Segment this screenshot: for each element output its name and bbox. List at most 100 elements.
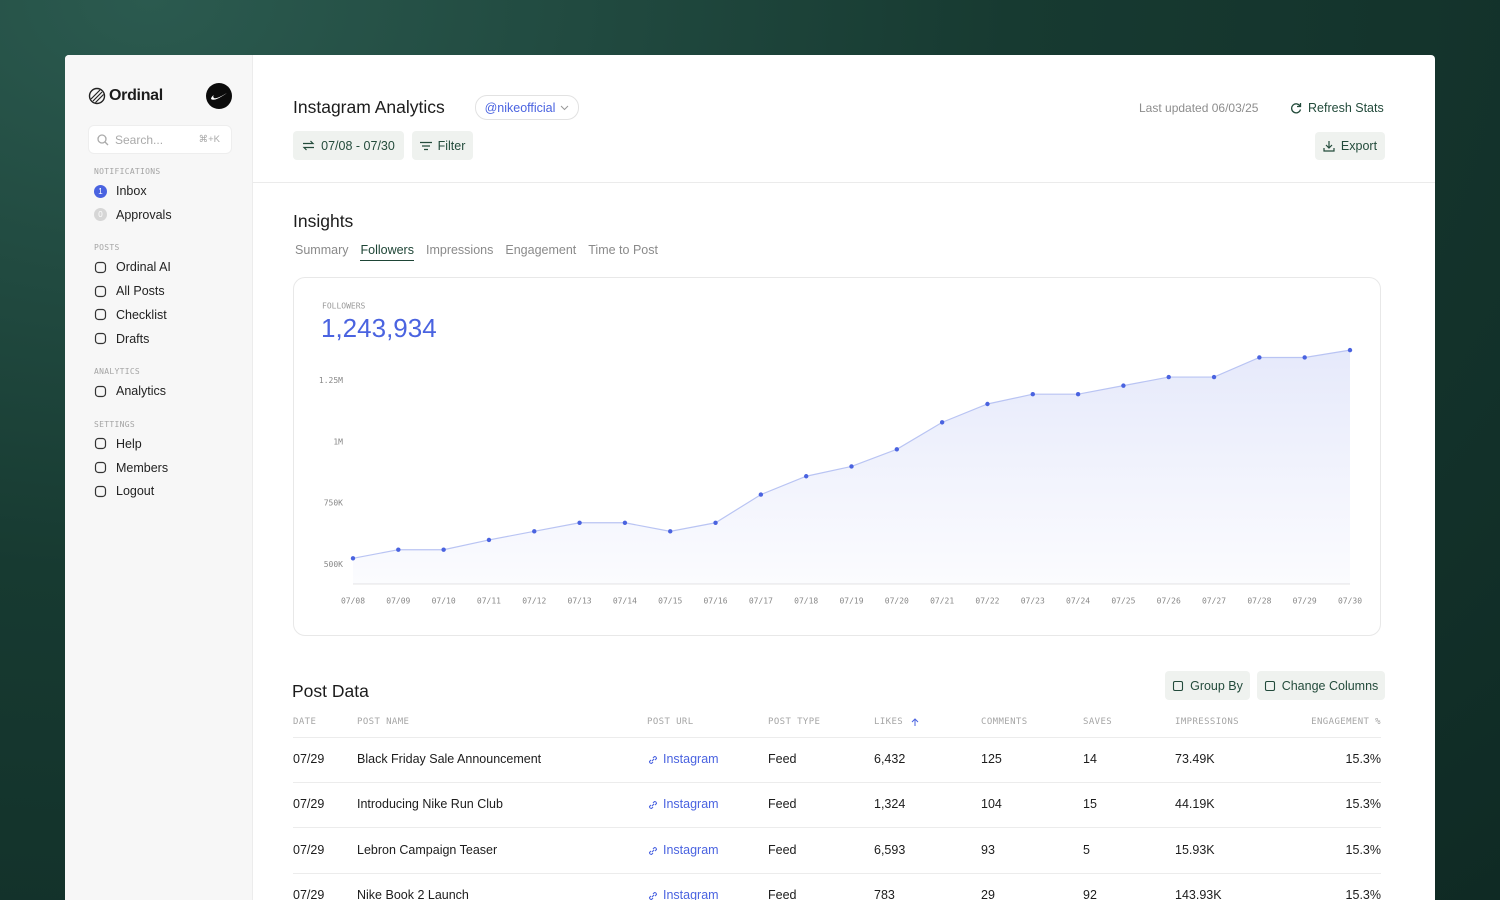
insights-tab[interactable]: Summary: [295, 243, 349, 257]
y-tick-label: 500K: [324, 560, 343, 569]
y-tick-label: 1.25M: [319, 376, 343, 385]
point: [1166, 374, 1171, 380]
point: [985, 401, 990, 407]
table-cell: 15.3%: [1345, 752, 1381, 766]
filter-icon: [419, 141, 432, 150]
x-tick-label: 07/11: [477, 597, 501, 606]
nav-icon: [94, 285, 107, 297]
search-box[interactable]: Search... ⌘+K: [89, 126, 231, 153]
page-title: Instagram Analytics: [293, 97, 445, 117]
point: [668, 529, 673, 534]
column-header[interactable]: COMMENTS: [981, 717, 1028, 727]
nav-icon-shape: [94, 285, 107, 297]
table-cell[interactable]: Instagram: [663, 887, 719, 900]
app-window: Ordinal Search... ⌘+K NOTIFICATIONS 1 Inbo…: [65, 55, 1435, 900]
brand-logo: [88, 87, 106, 105]
refresh-icon: [1291, 103, 1302, 114]
action-label: Group By: [1190, 678, 1243, 693]
table-cell[interactable]: Instagram: [663, 797, 719, 812]
column-header[interactable]: ENGAGEMENT %: [1311, 717, 1381, 727]
point: [577, 520, 582, 525]
column-header[interactable]: LIKES: [874, 717, 904, 727]
table-cell: 15.3%: [1345, 842, 1381, 857]
filter-button[interactable]: Filter: [412, 131, 473, 160]
insights-tab[interactable]: Engagement: [505, 243, 577, 257]
nav-section-title: NOTIFICATIONS: [94, 167, 161, 176]
column-header[interactable]: SAVES: [1083, 717, 1113, 727]
x-tick-label: 07/10: [432, 597, 456, 606]
account-avatar[interactable]: [206, 83, 232, 109]
table-cell[interactable]: Instagram: [663, 752, 719, 766]
point: [894, 447, 900, 452]
last-updated: Last updated 06/03/25: [1139, 101, 1259, 115]
nav-label: Drafts: [116, 331, 150, 346]
insights-tab[interactable]: Impressions: [425, 243, 494, 257]
account-selector[interactable]: @nikeofficial: [475, 95, 579, 120]
nav-item[interactable]: 0 Approvals: [94, 208, 172, 222]
refresh-button[interactable]: Refresh Stats: [1290, 97, 1384, 119]
table-action-button[interactable]: Change Columns: [1257, 671, 1385, 700]
chart: FOLLOWERS 1,243,934 500K 750K 1M 1.25M 07/08 07…: [319, 302, 1362, 606]
table-cell: Lebron Campaign Teaser: [357, 842, 498, 857]
export-button[interactable]: Export: [1315, 132, 1385, 160]
nav-item[interactable]: All Posts: [94, 284, 165, 298]
nav-label: Logout: [116, 484, 155, 499]
y-tick-label: 1M: [333, 437, 343, 446]
nav-icon: [94, 261, 107, 273]
link-shape: [648, 891, 658, 900]
x-tick-label: 07/13: [568, 597, 592, 606]
table-cell: Black Friday Sale Announcement: [357, 752, 542, 766]
table-cell: 44.19K: [1175, 797, 1215, 812]
nav-item[interactable]: Ordinal AI: [94, 260, 171, 274]
chart-headline: 1,243,934: [321, 313, 437, 343]
nav-label: Ordinal AI: [116, 260, 171, 275]
column-header[interactable]: IMPRESSIONS: [1175, 717, 1240, 727]
x-tick-label: 07/14: [613, 597, 637, 606]
action-icon: [1264, 680, 1275, 691]
column-header[interactable]: POST TYPE: [768, 717, 821, 727]
nav-item[interactable]: Drafts: [94, 332, 149, 346]
link-icon: [648, 801, 658, 810]
table-cell: Feed: [768, 887, 797, 900]
x-tick-label: 07/12: [522, 597, 546, 606]
date-range-button[interactable]: 07/08 - 07/30: [293, 131, 404, 160]
point: [350, 556, 356, 561]
table-action-button[interactable]: Group By: [1165, 671, 1250, 700]
nav-item[interactable]: Checklist: [94, 308, 167, 322]
nav-icon-shape: [94, 438, 107, 450]
x-tick-label: 07/20: [885, 597, 909, 606]
column-header[interactable]: DATE: [293, 717, 317, 727]
table-cell: Feed: [768, 797, 797, 812]
nav-icon: [94, 332, 107, 345]
insights-tabs: Summary Followers Impressions Engagement Tim…: [295, 243, 658, 261]
table-cell[interactable]: Instagram: [663, 842, 719, 857]
table-cell: 783: [874, 887, 895, 900]
nav-icon: [94, 385, 107, 397]
nav-item[interactable]: 1 Inbox: [94, 184, 147, 198]
search-shortcut: ⌘+K: [198, 134, 220, 145]
x-tick-label: 07/25: [1111, 597, 1135, 606]
nav-item[interactable]: Members: [94, 461, 168, 475]
insights-tab[interactable]: Time to Post: [588, 243, 658, 257]
nav-item[interactable]: Help: [94, 437, 142, 451]
nav-item[interactable]: Analytics: [94, 384, 166, 398]
table-cell: 15: [1083, 797, 1097, 812]
nav-icon: [94, 485, 107, 497]
x-tick-label: 07/30: [1338, 597, 1362, 606]
point: [939, 420, 945, 425]
y-tick-label: 750K: [324, 499, 343, 508]
nav-label: Members: [116, 460, 169, 475]
nav-item[interactable]: Logout: [94, 484, 154, 498]
point: [1347, 347, 1353, 353]
table-cell: 15.3%: [1345, 887, 1381, 900]
nav-icon: [94, 438, 107, 450]
insights-tab[interactable]: Followers: [360, 243, 414, 261]
column-header[interactable]: POST URL: [647, 717, 694, 727]
nav-section-title: POSTS: [94, 243, 120, 253]
point: [486, 537, 492, 543]
account-handle: @nikeofficial: [484, 100, 556, 115]
table-cell: Introducing Nike Run Club: [357, 797, 503, 812]
point: [1121, 383, 1126, 388]
column-header[interactable]: POST NAME: [357, 717, 410, 727]
point: [1302, 355, 1307, 360]
